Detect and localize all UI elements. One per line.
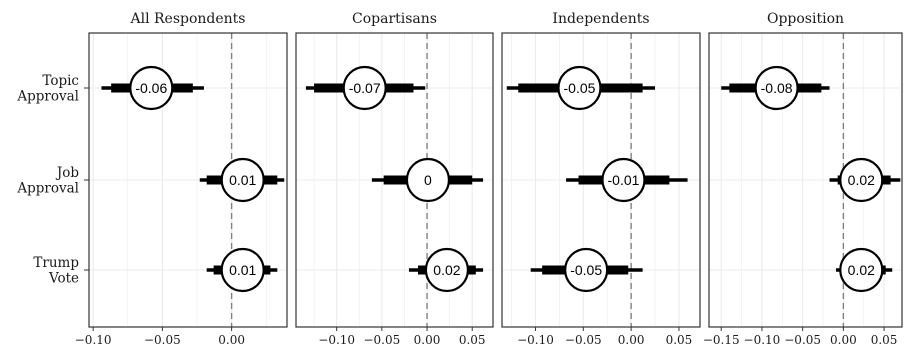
x-tick-label: 0.00: [414, 333, 441, 347]
panel: Copartisans -0.07 0 0.02 −0.10 −0.05 0.00 0.05: [295, 11, 494, 347]
x-tick-label: −0.05: [784, 333, 821, 347]
x-tick-label: −0.05: [144, 333, 181, 347]
data-label: 0.02: [848, 172, 875, 188]
panel: Opposition -0.08 0.02 0.02 −0.15 −0.10 −0.05 0.…: [703, 11, 903, 347]
point-estimate: [557, 65, 602, 111]
point-estimate: [601, 157, 646, 203]
point-estimate: [220, 157, 265, 203]
facet-title: Independents: [552, 11, 649, 27]
panel-border: [501, 32, 701, 328]
facet-title: Opposition: [767, 11, 844, 27]
panel-border: [708, 32, 903, 328]
data-label: -0.01: [608, 172, 640, 188]
panel: Independents -0.05 -0.01 -0.05 −0.10 −0.05 0.0…: [501, 11, 701, 347]
data-label: 0.02: [848, 262, 875, 278]
category-label: Job Approval: [16, 165, 79, 197]
data-label: 0.01: [229, 262, 256, 278]
category-label: Topic Approval: [16, 73, 79, 105]
x-tick-label: −0.10: [318, 333, 355, 347]
data-label: -0.05: [564, 80, 596, 96]
point-estimate: [839, 157, 884, 203]
x-tick-label: 0.05: [459, 333, 486, 347]
x-tick-label: −0.15: [703, 333, 740, 347]
point-estimate: [342, 65, 387, 111]
x-tick-label: 0.00: [830, 333, 857, 347]
x-tick-label: −0.05: [363, 333, 400, 347]
x-tick-label: 0.00: [218, 333, 245, 347]
point-estimate: [405, 157, 451, 203]
x-tick-label: −0.10: [744, 333, 781, 347]
data-label: -0.06: [135, 80, 167, 96]
panel-border: [295, 32, 494, 328]
category-label: Trump Vote: [33, 255, 79, 287]
facet-title: All Respondents: [129, 11, 245, 27]
data-label: 0: [424, 172, 432, 188]
x-tick-label: 0.00: [618, 333, 645, 347]
x-tick-label: 0.05: [666, 333, 693, 347]
data-label: 0.01: [229, 172, 256, 188]
data-label: 0.02: [433, 262, 460, 278]
x-tick-label: −0.10: [517, 333, 554, 347]
point-estimate: [564, 247, 609, 293]
facet-title: Copartisans: [352, 11, 437, 27]
point-estimate: [129, 65, 174, 111]
panel: All Respondents -0.06 0.01 0.01 −0.10 −0.05 0.…: [75, 11, 288, 347]
point-estimate: [839, 247, 884, 293]
x-tick-label: −0.05: [565, 333, 602, 347]
x-tick-label: 0.05: [871, 333, 898, 347]
data-label: -0.05: [570, 262, 602, 278]
x-tick-label: −0.10: [75, 333, 112, 347]
panel-border: [88, 32, 288, 328]
point-estimate: [424, 247, 470, 293]
point-estimate: [220, 247, 265, 293]
data-label: -0.08: [761, 80, 793, 96]
data-label: -0.07: [349, 80, 381, 96]
point-estimate: [754, 65, 799, 111]
